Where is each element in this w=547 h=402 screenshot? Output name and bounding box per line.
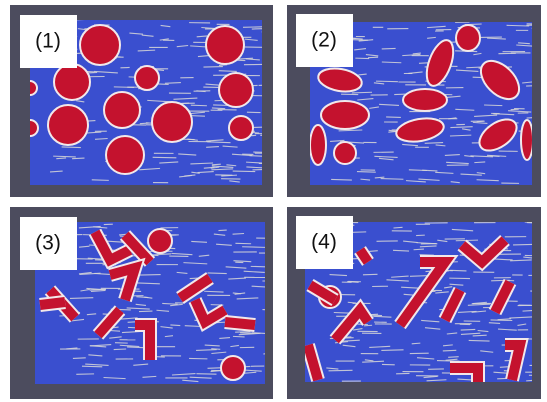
streak [369,251,378,252]
streak [62,147,81,148]
streak [233,233,244,234]
streak [233,171,256,172]
streak [233,336,245,337]
streak [136,297,148,298]
streak [208,368,221,369]
streak [461,329,476,330]
streak [242,247,266,248]
streak [376,81,398,82]
streak [271,55,289,56]
streak [469,340,490,341]
streak [507,25,530,26]
streak [114,349,126,350]
streak [393,227,402,228]
panel-label: (2) [311,29,337,52]
streak [414,249,424,250]
panel-label: (1) [35,30,61,53]
streak [140,123,149,124]
streak [114,87,134,88]
streak [513,244,533,245]
streak [489,323,500,324]
streak [490,156,499,157]
streak [243,27,263,28]
streak [208,273,227,274]
panel-label: (4) [311,231,337,254]
streak [352,92,372,93]
streak [474,162,485,163]
streak [72,158,84,159]
streak [381,179,404,180]
streak [196,374,216,375]
streak [393,250,409,251]
streak [412,343,421,344]
streak [206,147,219,148]
streak [425,143,443,144]
streak [56,158,66,159]
figure: (1) (2) (3) (4) [0,0,547,402]
streak [382,62,401,63]
streak [235,332,250,333]
streak [212,164,221,165]
streak [191,105,207,106]
streak [203,67,222,68]
streak [329,370,353,371]
streak [382,48,396,49]
panel-label: (3) [35,232,61,255]
streak [363,274,378,275]
streak [448,357,459,358]
streak [219,71,237,72]
streak [381,350,403,351]
streak [491,320,513,321]
streak [540,62,547,63]
streak [364,325,372,326]
streak [540,344,547,345]
streak [386,117,401,118]
streak [165,83,181,84]
streak [271,90,290,91]
streak [422,170,437,171]
streak [212,108,225,109]
streak [73,358,86,359]
streak [331,179,352,180]
streak [82,366,102,367]
streak [443,350,456,351]
streak [484,105,502,106]
streak [92,180,109,181]
streak [170,325,180,326]
streak [70,298,93,299]
streak [450,270,466,271]
streak [357,172,376,173]
streak [540,310,547,311]
